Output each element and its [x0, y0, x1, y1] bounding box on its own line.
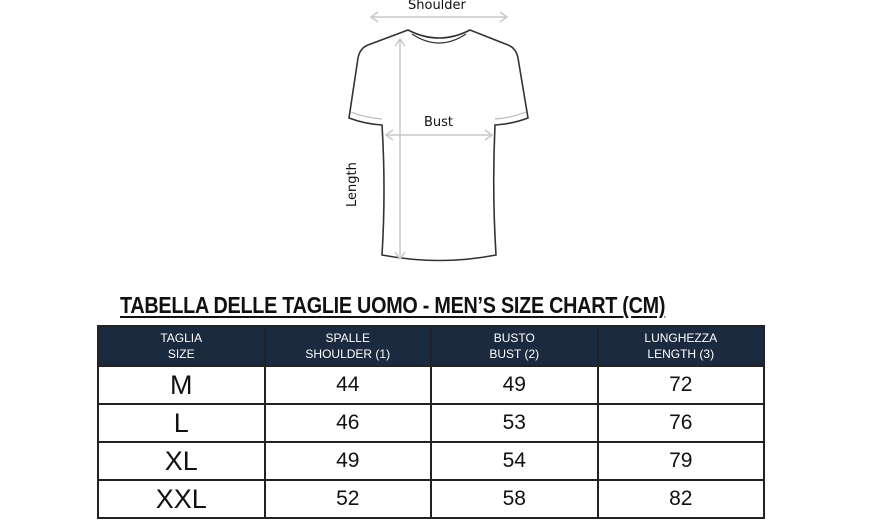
length-cell: 79: [596, 441, 765, 481]
bust-cell: 54: [430, 441, 599, 481]
tshirt-diagram: [348, 11, 529, 262]
header-en: LENGTH (3): [647, 347, 715, 361]
table-row: XL 49 54 79: [97, 441, 765, 481]
shoulder-cell: 49: [263, 441, 432, 481]
header-it: LUNGHEZZA: [644, 331, 718, 345]
tshirt-outline: [348, 29, 529, 262]
shoulder-cell: 46: [263, 403, 432, 443]
table-row: M 44 49 72: [97, 365, 765, 405]
header-it: SPALLE: [325, 331, 370, 345]
table-header-row: TAGLIA SIZE SPALLE SHOULDER (1) BUSTO BUST …: [97, 325, 765, 367]
size-cell: M: [97, 365, 266, 405]
page-title: TABELLA DELLE TAGLIE UOMO - MEN’S SIZE C…: [120, 292, 666, 318]
table-row: L 46 53 76: [97, 403, 765, 443]
bust-cell: 49: [430, 365, 599, 405]
length-cell: 76: [596, 403, 765, 443]
header-length: LUNGHEZZA LENGTH (3): [596, 325, 765, 367]
table-row: XXL 52 58 82: [97, 479, 765, 519]
header-it: BUSTO: [493, 331, 535, 345]
shoulder-cell: 52: [263, 479, 432, 519]
header-it: TAGLIA: [160, 331, 203, 345]
size-cell: L: [97, 403, 266, 443]
header-en: SIZE: [167, 347, 195, 361]
header-bust: BUSTO BUST (2): [430, 325, 599, 367]
bust-cell: 53: [430, 403, 599, 443]
header-size: TAGLIA SIZE: [97, 325, 266, 367]
bust-label: Bust: [424, 115, 454, 130]
shoulder-label: Shoulder: [408, 0, 466, 13]
length-cell: 82: [596, 479, 765, 519]
bust-cell: 58: [430, 479, 599, 519]
header-en: BUST (2): [489, 347, 540, 361]
length-cell: 72: [596, 365, 765, 405]
measure-arrows: [369, 11, 509, 261]
length-label: Length: [345, 162, 360, 207]
size-cell: XXL: [97, 479, 266, 519]
size-cell: XL: [97, 441, 266, 481]
header-shoulder: SPALLE SHOULDER (1): [263, 325, 432, 367]
size-chart-table: TAGLIA SIZE SPALLE SHOULDER (1) BUSTO BUST …: [97, 325, 765, 519]
shoulder-cell: 44: [263, 365, 432, 405]
header-en: SHOULDER (1): [305, 347, 391, 361]
